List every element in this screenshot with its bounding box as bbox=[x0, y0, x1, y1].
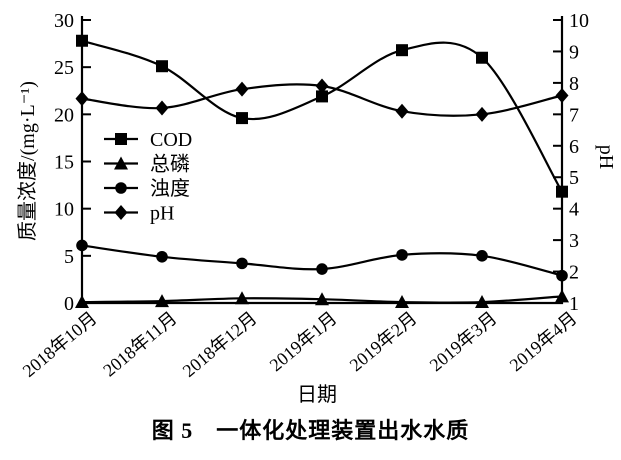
x-tick-label: 2019年4月 bbox=[506, 308, 581, 375]
x-tick-label: 2019年3月 bbox=[426, 308, 501, 375]
legend-label: 浊度 bbox=[150, 177, 190, 200]
series-point-circle bbox=[236, 257, 248, 270]
right-axis-tick-label: 5 bbox=[569, 167, 579, 189]
series-point-square bbox=[316, 90, 328, 103]
x-tick-label: 2018年12月 bbox=[179, 308, 261, 381]
series-point-diamond bbox=[155, 100, 169, 116]
right-axis-tick-label: 2 bbox=[569, 262, 579, 284]
left-axis-title: 质量浓度/(mg·L⁻¹) bbox=[16, 81, 39, 241]
series-point-diamond bbox=[555, 87, 569, 103]
legend-marker-circle bbox=[115, 182, 127, 194]
x-tick-label: 2019年2月 bbox=[346, 308, 421, 375]
right-axis-tick-label: 1 bbox=[569, 293, 579, 315]
x-tick-label: 2018年10月 bbox=[19, 308, 101, 381]
series-point-triangle bbox=[235, 291, 249, 305]
series-point-square bbox=[76, 34, 88, 47]
right-axis-tick-label: 10 bbox=[569, 10, 589, 32]
right-axis-tick-label: 4 bbox=[569, 199, 579, 221]
series-point-triangle bbox=[555, 289, 569, 303]
series-point-circle bbox=[156, 250, 168, 263]
figure-caption: 图 5 一体化处理装置出水水质 bbox=[151, 418, 470, 443]
right-axis-tick-label: 6 bbox=[569, 136, 579, 158]
series-point-circle bbox=[76, 239, 88, 252]
series-point-square bbox=[396, 44, 408, 57]
left-axis-tick-label: 30 bbox=[54, 10, 74, 32]
series-point-square bbox=[236, 112, 248, 125]
series-point-circle bbox=[316, 263, 328, 275]
right-axis-tick-label: 3 bbox=[569, 230, 579, 252]
x-tick-label: 2019年1月 bbox=[266, 308, 341, 375]
right-axis-tick-label: 9 bbox=[569, 41, 579, 63]
series-point-triangle bbox=[75, 295, 89, 309]
series-point-triangle bbox=[315, 292, 329, 306]
series-point-square bbox=[476, 51, 488, 64]
left-axis-tick-label: 0 bbox=[64, 293, 74, 315]
series-point-circle bbox=[396, 249, 408, 261]
x-axis-title: 日期 bbox=[297, 384, 337, 406]
legend-marker-diamond bbox=[114, 205, 128, 220]
chart-canvas: 051015202530123456789102018年10月2018年11月2… bbox=[16, 10, 617, 406]
legend-label: 总磷 bbox=[150, 153, 190, 176]
series-point-diamond bbox=[75, 91, 89, 107]
series-point-circle bbox=[476, 250, 488, 262]
legend-label: COD bbox=[150, 129, 192, 151]
series-point-diamond bbox=[315, 78, 329, 94]
left-axis-tick-label: 10 bbox=[54, 199, 74, 221]
series-point-triangle bbox=[155, 294, 169, 308]
series-point-square bbox=[556, 185, 568, 198]
left-axis-tick-label: 15 bbox=[54, 152, 74, 174]
right-axis-tick-label: 8 bbox=[569, 73, 579, 95]
series-point-diamond bbox=[395, 103, 409, 119]
series-point-square bbox=[156, 60, 168, 73]
series-point-triangle bbox=[475, 295, 489, 309]
x-tick-label: 2018年11月 bbox=[99, 308, 180, 381]
legend-marker-square bbox=[115, 133, 127, 145]
left-axis-tick-label: 25 bbox=[54, 57, 74, 79]
series-point-circle bbox=[556, 269, 568, 282]
legend-marker-triangle bbox=[114, 156, 128, 170]
series-point-diamond bbox=[475, 106, 489, 122]
right-axis-title: pH bbox=[595, 145, 617, 169]
right-axis-tick-label: 7 bbox=[569, 104, 579, 126]
left-axis-tick-label: 5 bbox=[64, 246, 74, 268]
left-axis-tick-label: 20 bbox=[54, 104, 74, 126]
legend-label: pH bbox=[150, 203, 174, 225]
series-point-diamond bbox=[235, 81, 249, 97]
series-point-triangle bbox=[395, 295, 409, 309]
